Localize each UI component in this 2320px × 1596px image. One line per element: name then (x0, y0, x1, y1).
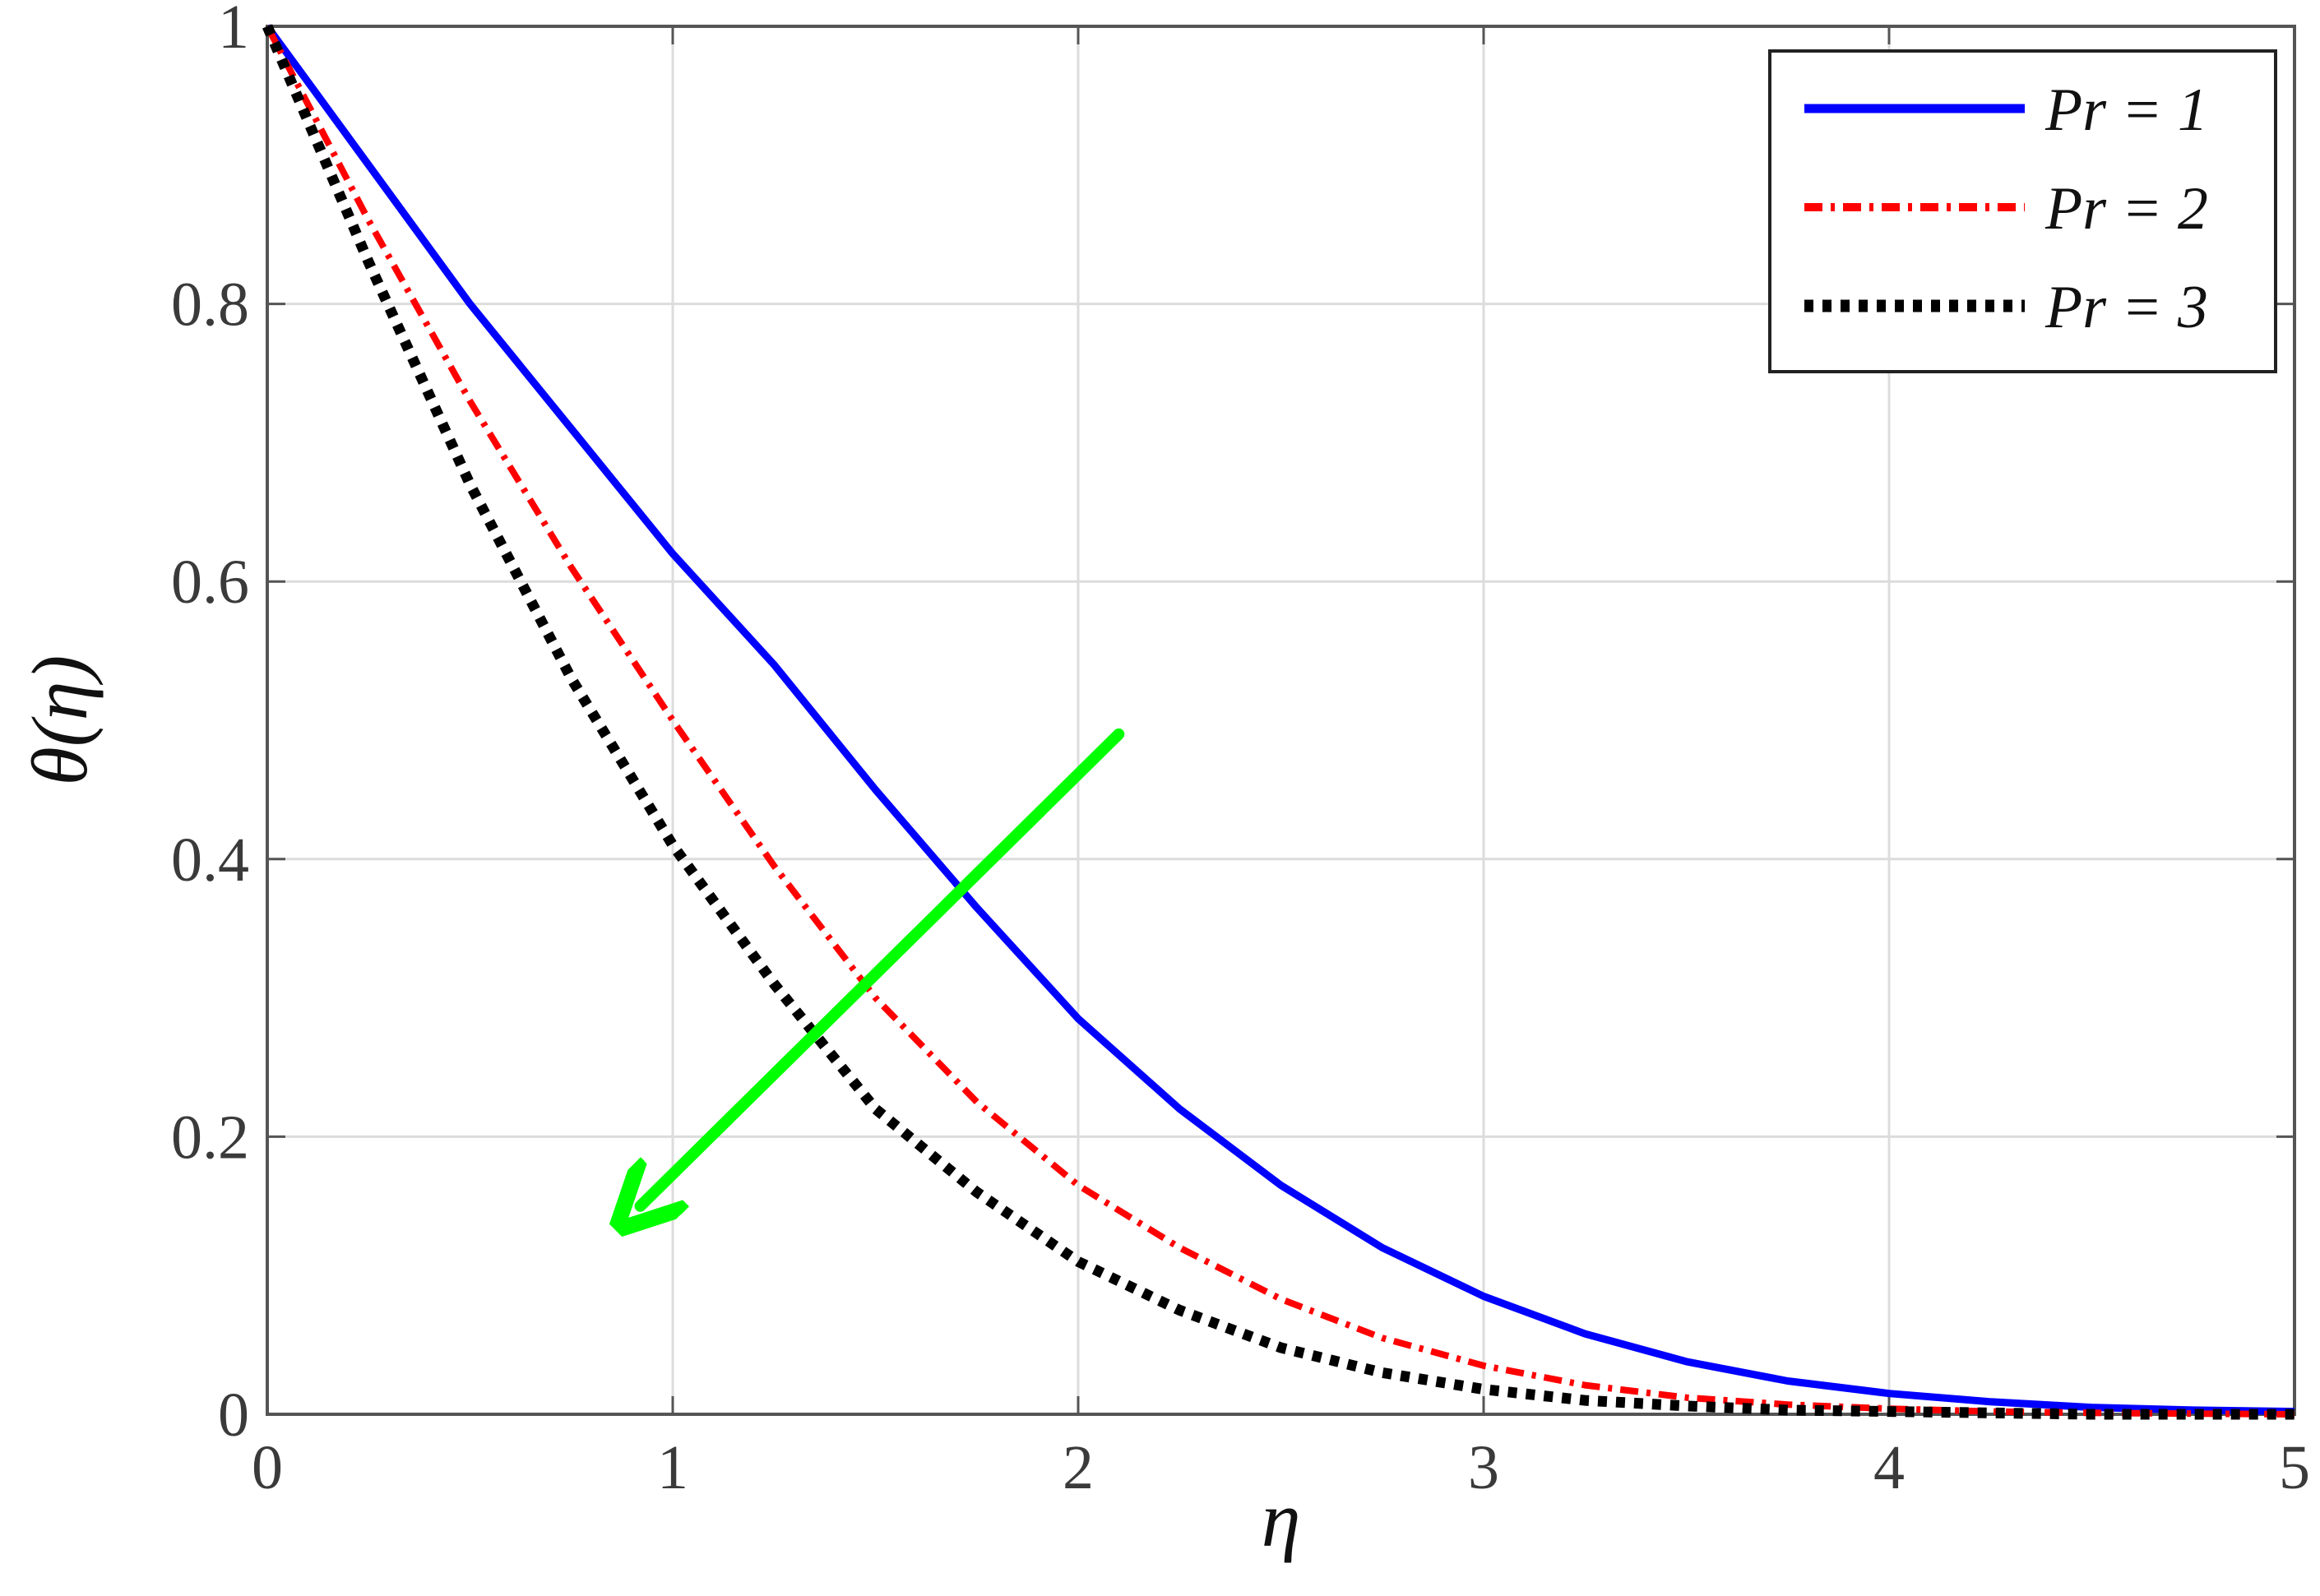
legend: Pr = 1 Pr = 2 Pr = 3 (1768, 49, 2277, 373)
x-tick-label: 2 (1063, 1433, 1094, 1502)
x-tick-label: 0 (252, 1433, 283, 1502)
legend-label: Pr = 3 (2044, 274, 2208, 341)
x-tick-label: 5 (2279, 1433, 2310, 1502)
plot-frame (266, 25, 2296, 1416)
x-tick-label: 1 (657, 1433, 688, 1502)
series-line (262, 24, 2295, 1420)
y-tick-label: 0.4 (171, 826, 249, 895)
annotations (641, 728, 1125, 1206)
trend-arrow (641, 728, 1125, 1206)
y-tick-label: 0 (218, 1381, 249, 1450)
y-axis-label: θ(η) (16, 655, 104, 786)
y-tick-label: 0.2 (171, 1103, 249, 1172)
legend-label: Pr = 1 (2044, 76, 2208, 144)
series-line (264, 24, 2295, 1416)
y-tick-label: 1 (218, 0, 249, 62)
series-lines (262, 24, 2295, 1420)
series-line (264, 25, 2295, 1418)
y-tick-label: 0.8 (171, 271, 249, 340)
x-axis-label: η (1262, 1475, 1301, 1563)
x-tick-label: 4 (1873, 1433, 1905, 1502)
tick-labels: 0 1 2 3 4 5 0 0.2 0.4 0.6 0.8 1 (171, 0, 2310, 1502)
y-tick-label: 0.6 (171, 548, 249, 617)
x-tick-label: 3 (1468, 1433, 1499, 1502)
legend-label: Pr = 2 (2044, 175, 2208, 243)
